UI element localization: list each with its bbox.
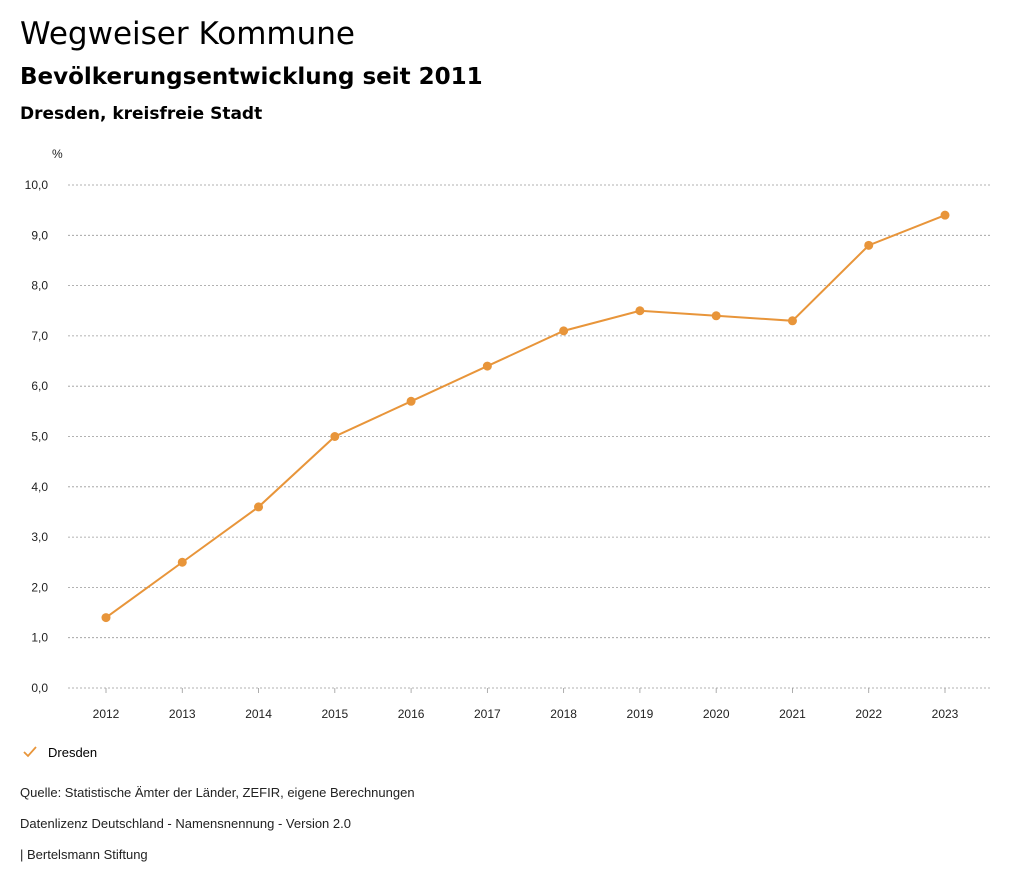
x-tick-label: 2021	[779, 707, 806, 721]
series-dresden	[101, 210, 950, 623]
x-tick-label: 2020	[703, 707, 730, 721]
grid-lines	[68, 184, 990, 689]
y-tick-label: 8,0	[31, 279, 48, 293]
x-tick-label: 2015	[321, 707, 348, 721]
x-tick-label: 2022	[855, 707, 882, 721]
y-tick-label: 1,0	[31, 631, 48, 645]
data-point[interactable]	[635, 306, 645, 316]
y-unit-label: %	[52, 147, 63, 161]
y-tick-label: 4,0	[31, 480, 48, 494]
legend-label: Dresden	[48, 744, 98, 760]
y-tick-label: 6,0	[31, 379, 48, 393]
x-tick-label: 2017	[474, 707, 501, 721]
y-tick-label: 9,0	[31, 228, 48, 242]
series-line	[105, 214, 946, 619]
source-note: Quelle: Statistische Ämter der Länder, Z…	[20, 785, 415, 800]
y-tick-label: 10,0	[25, 178, 49, 192]
publisher-note: | Bertelsmann Stiftung	[20, 847, 148, 862]
data-point[interactable]	[482, 361, 492, 371]
y-tick-label: 5,0	[31, 430, 48, 444]
x-tick-label: 2018	[550, 707, 577, 721]
x-tick-label: 2013	[169, 707, 196, 721]
x-tick-label: 2023	[932, 707, 959, 721]
y-tick-label: 7,0	[31, 329, 48, 343]
y-axis-ticks: 0,0 1,0 2,0 3,0 4,0 5,0 6,0 7,0 8,0 9,0 10,0	[25, 178, 49, 695]
chart-subtitle: Bevölkerungsentwicklung seit 2011	[20, 64, 483, 90]
y-tick-label: 0,0	[31, 681, 48, 695]
y-tick-label: 2,0	[31, 580, 48, 594]
data-point[interactable]	[330, 432, 340, 441]
x-tick-label: 2019	[627, 707, 654, 721]
x-tick-label: 2012	[93, 707, 120, 721]
x-axis-ticks: 2012 2013 2014 2015 2016 2017 2018 2019 2020 2021…	[93, 688, 959, 721]
legend-item-dresden[interactable]: Dresden	[22, 744, 97, 760]
y-tick-label: 3,0	[31, 530, 48, 544]
line-chart: % 0,0 1,0 2,0 3,0 4,0 5,0 6,0 7,0 8,0 9,0 10,0 201…	[25, 147, 990, 721]
data-point[interactable]	[940, 210, 950, 220]
data-point[interactable]	[101, 613, 111, 623]
data-point[interactable]	[559, 326, 569, 336]
data-point[interactable]	[406, 396, 416, 406]
data-point[interactable]	[864, 240, 874, 250]
x-tick-label: 2014	[245, 707, 272, 721]
data-point[interactable]	[787, 316, 797, 326]
data-point[interactable]	[711, 311, 721, 321]
data-point[interactable]	[254, 502, 264, 512]
region-label: Dresden, kreisfreie Stadt	[20, 104, 263, 124]
x-tick-label: 2016	[398, 707, 425, 721]
check-icon	[23, 746, 37, 758]
page-title: Wegweiser Kommune	[20, 16, 355, 52]
data-point[interactable]	[177, 557, 187, 567]
license-note: Datenlizenz Deutschland - Namensnennung …	[20, 816, 351, 831]
